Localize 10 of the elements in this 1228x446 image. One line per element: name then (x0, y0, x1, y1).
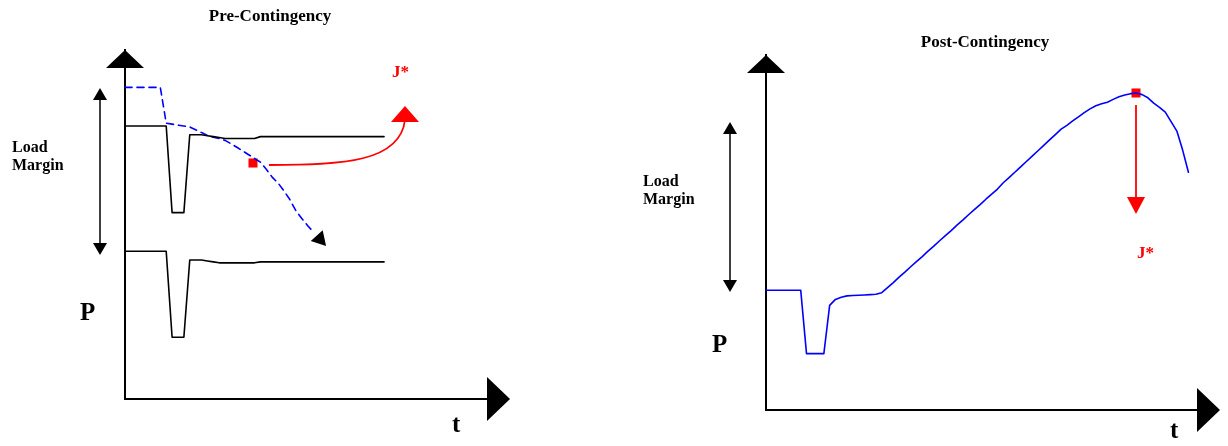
y-axis-title: P (712, 330, 728, 359)
annotation: J* (1137, 243, 1154, 263)
text: Load Margin (643, 172, 696, 209)
chart-title: Pre-Contingency (208, 6, 332, 26)
text: J* (392, 62, 409, 82)
x-axis-title: t (1170, 416, 1179, 445)
x-axis-title: t (452, 410, 461, 439)
text: Load Margin (12, 138, 65, 175)
chart-title: Post-Contingency (920, 32, 1050, 52)
y-axis-title: P (80, 298, 96, 327)
